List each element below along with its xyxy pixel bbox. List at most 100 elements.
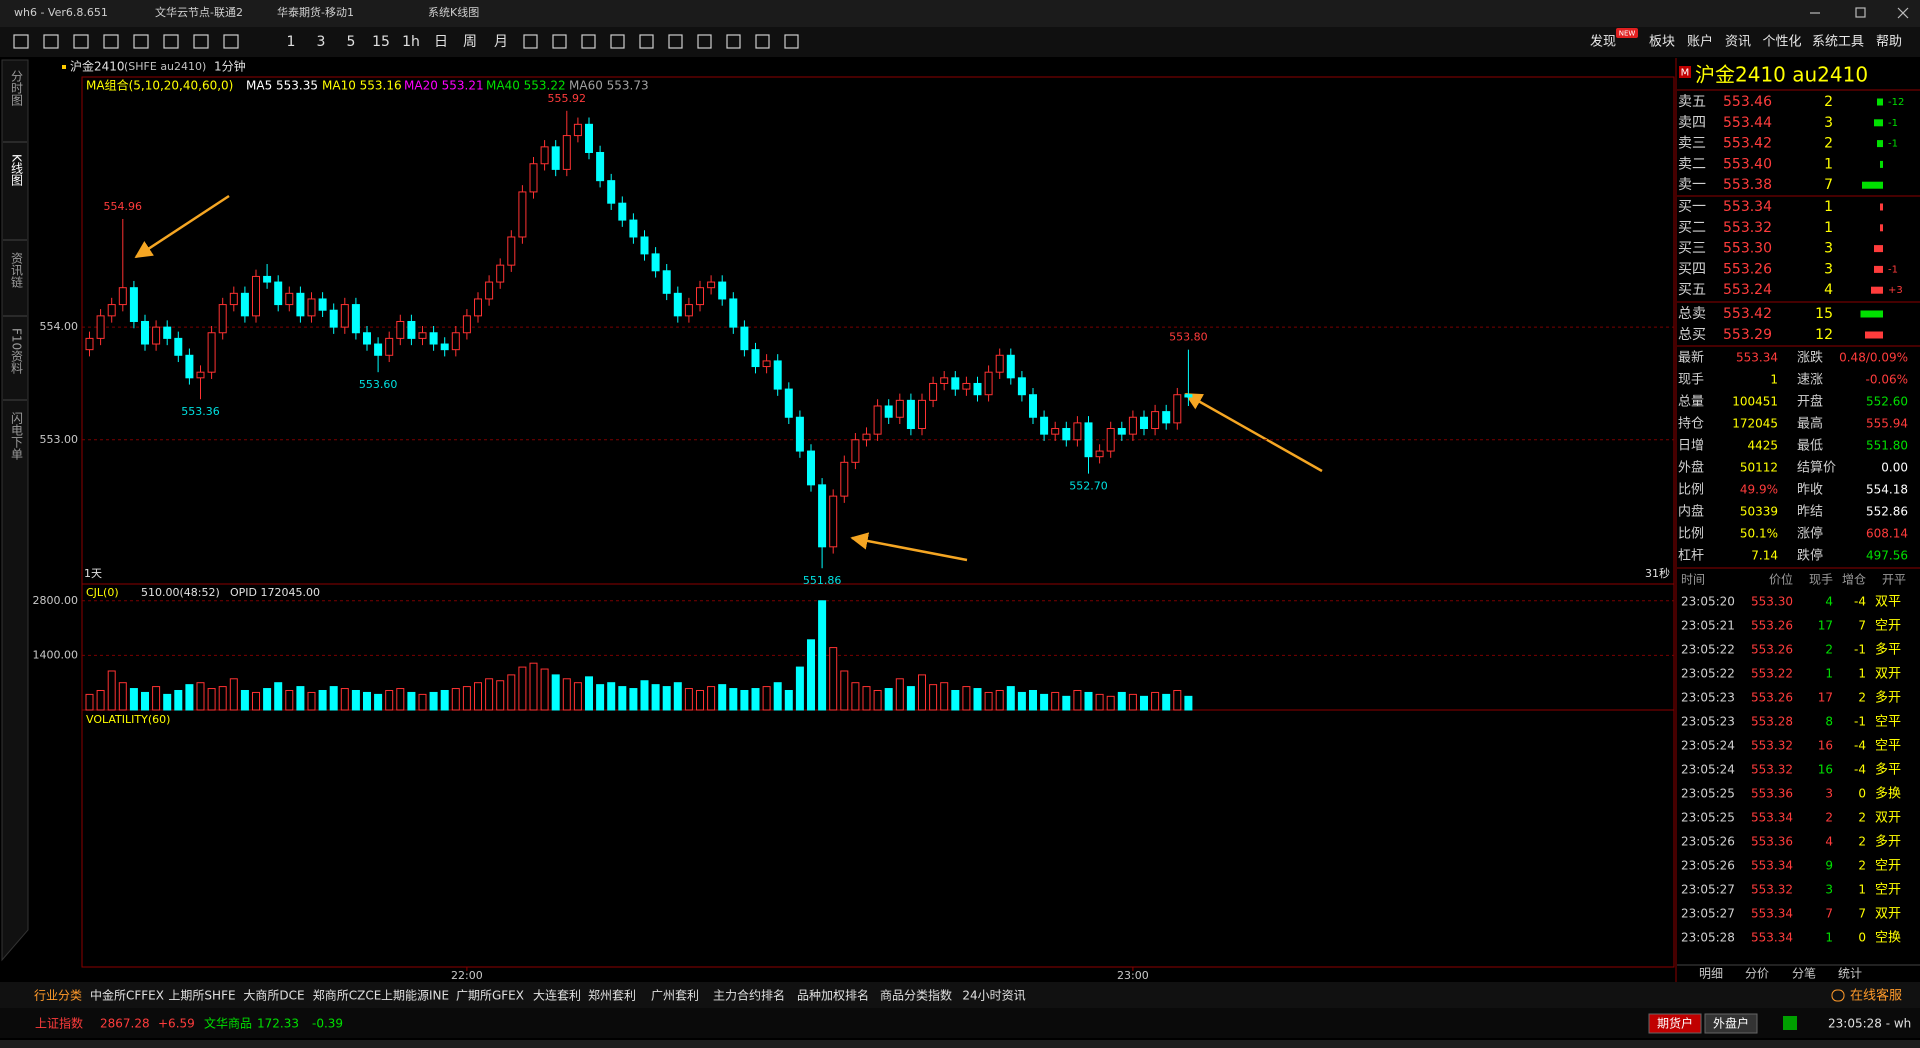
menu-item[interactable]: 帮助 (1876, 35, 1902, 50)
account-button-bg[interactable] (1648, 1013, 1702, 1034)
side-tab[interactable]: F10资料 (10, 328, 24, 374)
toolbar-icon[interactable] (581, 34, 596, 49)
panel-tab[interactable]: 分笔 (1792, 966, 1816, 981)
period-button[interactable]: 月 (494, 34, 508, 50)
volume-bar (773, 682, 782, 711)
period-button[interactable]: 1h (402, 34, 420, 50)
side-tab[interactable]: 资讯链 (10, 252, 24, 288)
panel-tab[interactable]: 明细 (1699, 967, 1723, 981)
stat-label: 昨收 (1797, 483, 1823, 498)
side-tab-strip (1, 59, 29, 962)
volume-bar (185, 684, 194, 711)
market-tab[interactable]: 大连套利 (533, 988, 581, 1003)
menu-item[interactable]: 账户 (1687, 34, 1713, 50)
panel-tab[interactable]: 统计 (1838, 967, 1862, 981)
book-change: +3 (1888, 285, 1903, 296)
menu-item[interactable]: 资讯 (1725, 35, 1751, 50)
market-tab[interactable]: 上期能源INE (381, 989, 449, 1003)
toolbar-icon[interactable] (13, 34, 29, 49)
market-tab[interactable]: 广期所GFEX (456, 989, 524, 1003)
account-button[interactable]: 外盘户 (1713, 1016, 1749, 1031)
toolbar (0, 27, 1920, 57)
account-button[interactable]: 期货户 (1657, 1016, 1693, 1031)
candle-body (385, 337, 394, 356)
toolbar-icon[interactable] (133, 34, 149, 49)
toolbar-icon[interactable] (726, 34, 741, 49)
ma-label: MA10 553.16 (322, 79, 402, 93)
volume-bar (540, 668, 549, 711)
menu-item[interactable]: 个性化 (1762, 35, 1801, 50)
tick-change: 2 (1858, 811, 1866, 825)
tick-change: -1 (1854, 715, 1866, 729)
x-tick-label: 22:00 (451, 969, 483, 982)
market-tab[interactable]: 大商所DCE (243, 988, 304, 1003)
candle-body (229, 292, 238, 306)
period-button[interactable]: 3 (317, 34, 326, 50)
stat-label: 跌停 (1797, 548, 1823, 564)
toolbar-icon[interactable] (639, 34, 654, 49)
menu-item[interactable]: 板块 (1649, 35, 1675, 50)
book-bar (1880, 160, 1883, 168)
market-tab[interactable]: 24小时资讯 (962, 989, 1025, 1003)
toolbar-icon[interactable] (193, 34, 209, 49)
market-tab[interactable]: 行业分类 (34, 989, 82, 1003)
side-tab[interactable]: 闪电下单 (10, 412, 24, 461)
stat-label: 最高 (1797, 416, 1823, 432)
candle-body (1128, 416, 1137, 435)
toolbar-icon[interactable] (523, 34, 538, 49)
service-link[interactable]: 在线客服 (1850, 988, 1902, 1004)
toolbar-icon[interactable] (697, 34, 712, 49)
toolbar-icon[interactable] (784, 34, 799, 49)
tick-qty: 16 (1818, 763, 1833, 777)
period-button[interactable]: 1 (287, 34, 296, 50)
volume-bar (351, 689, 360, 711)
book-change: -1 (1888, 139, 1898, 150)
period-button[interactable]: 日 (434, 34, 448, 50)
tick-price: 553.36 (1751, 835, 1793, 849)
market-tab[interactable]: 品种加权排名 (797, 988, 869, 1003)
window-controls[interactable] (1810, 7, 1909, 19)
tick-type: 双开 (1875, 907, 1901, 922)
toolbar-icon[interactable] (103, 34, 119, 49)
tick-change: 2 (1858, 859, 1866, 873)
volume-bar (795, 666, 804, 711)
tick-qty: 7 (1825, 907, 1833, 921)
market-tab[interactable]: 中金所CFFEX (90, 988, 164, 1003)
market-tab[interactable]: 商品分类指数 (880, 988, 952, 1003)
market-tab[interactable]: 郑商所CZCE (313, 988, 382, 1003)
period-button[interactable]: 5 (347, 34, 356, 50)
period-select[interactable]: 1分钟 (214, 59, 246, 74)
market-tab[interactable]: 上期所SHFE (168, 989, 235, 1003)
tick-price: 553.30 (1751, 595, 1793, 609)
tick-type: 空开 (1875, 619, 1901, 634)
volume-bar (696, 689, 704, 711)
side-tab[interactable]: K线图 (10, 154, 24, 186)
tick-price: 553.26 (1751, 619, 1793, 633)
toolbar-icon[interactable] (73, 34, 89, 49)
volume-bar (196, 682, 205, 711)
toolbar-icon[interactable] (163, 34, 179, 49)
toolbar-icon[interactable] (223, 34, 239, 49)
toolbar-icon[interactable] (755, 34, 770, 49)
candle-body (940, 377, 949, 384)
panel-tab[interactable]: 分价 (1745, 967, 1769, 981)
volume-bar (607, 682, 616, 711)
volume-bar (252, 691, 260, 711)
period-button[interactable]: 15 (372, 34, 390, 50)
tick-price: 553.32 (1751, 763, 1793, 777)
menu-item[interactable]: 发现 (1590, 34, 1616, 50)
menu-item[interactable]: 系统工具 (1812, 35, 1864, 50)
tick-time: 23:05:22 (1681, 643, 1735, 657)
account-button-bg[interactable] (1704, 1013, 1758, 1034)
toolbar-icon[interactable] (43, 34, 59, 49)
market-tab[interactable]: 郑州套利 (588, 988, 636, 1003)
volume-bar (518, 666, 527, 711)
toolbar-icon[interactable] (610, 34, 625, 49)
toolbar-icon[interactable] (668, 34, 683, 49)
side-tab[interactable]: 分时图 (10, 70, 24, 106)
toolbar-icon[interactable] (552, 34, 567, 49)
market-tab[interactable]: 主力合约排名 (713, 988, 785, 1003)
market-tab[interactable]: 广州套利 (651, 989, 699, 1003)
period-button[interactable]: 周 (463, 34, 477, 50)
total-label: 总买 (1678, 327, 1706, 343)
